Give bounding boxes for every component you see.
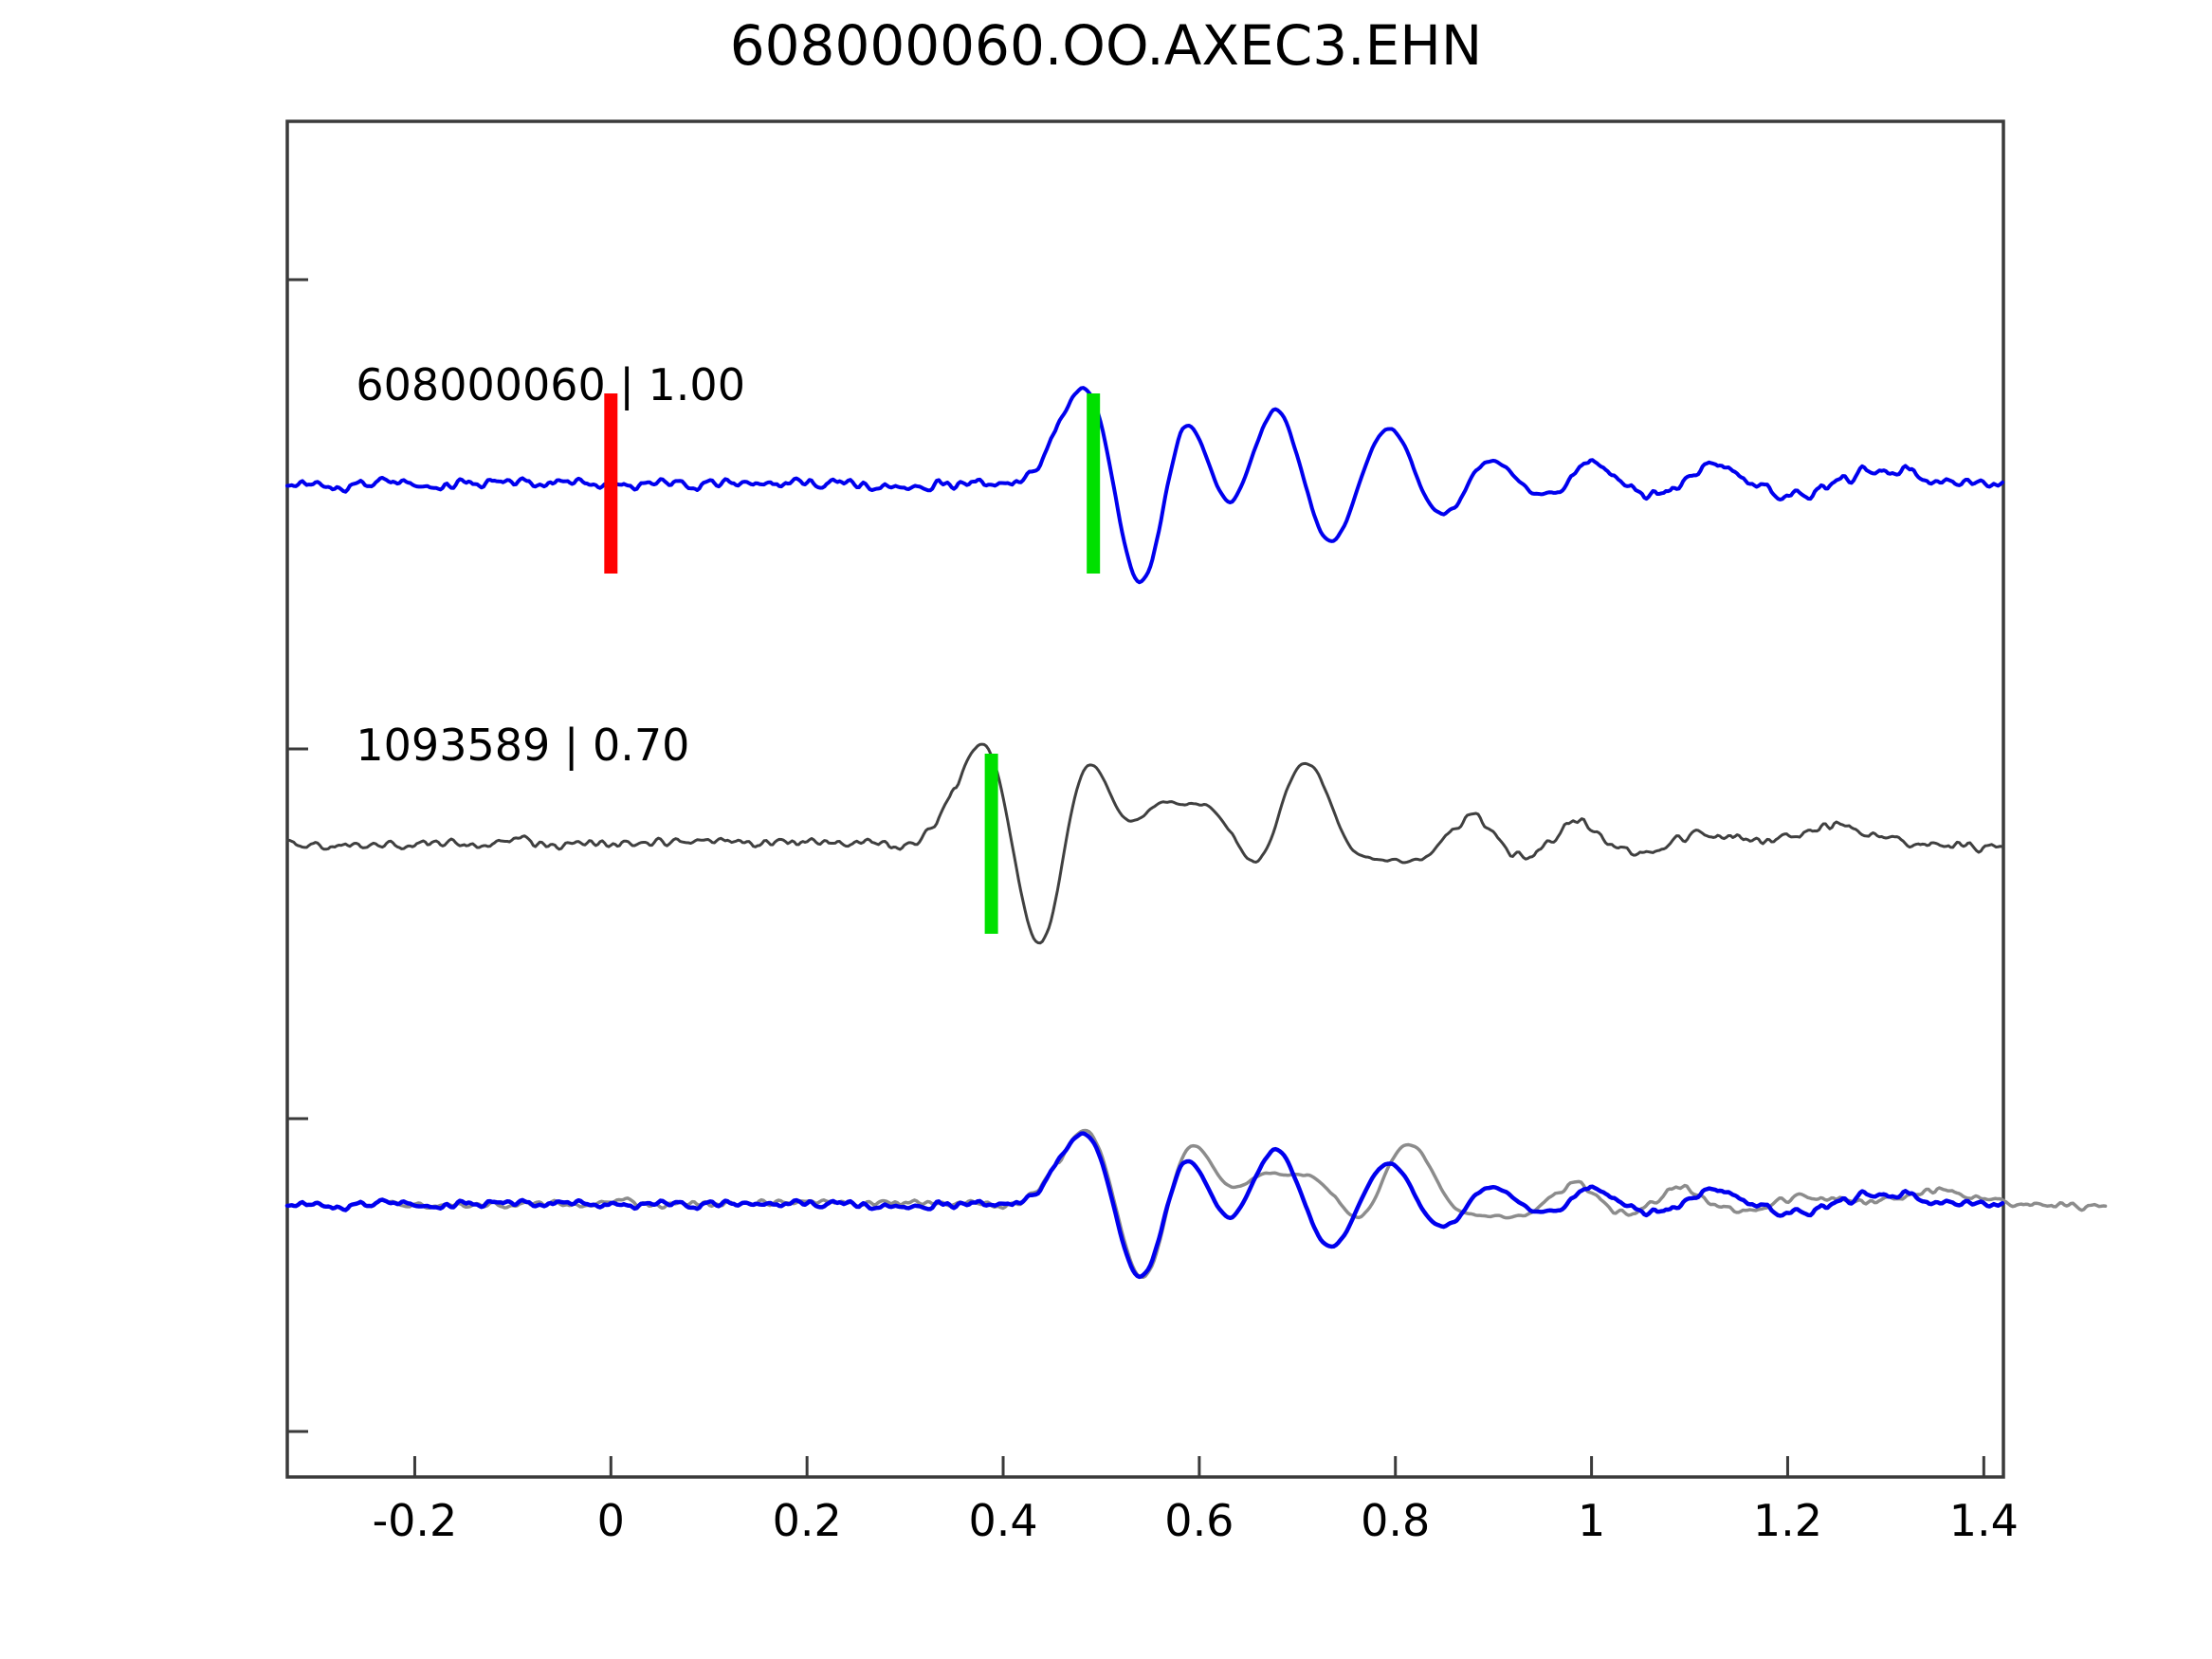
plot-frame (285, 119, 2005, 1479)
x-axis-ticks (287, 278, 1985, 1477)
detection-waveform (285, 742, 2004, 945)
template-waveform (285, 386, 2004, 585)
x-tick-label: 1 (1578, 1495, 1605, 1546)
trace-labels: 608000060 | 1.00 1093589 | 0.70 (356, 359, 745, 772)
overlay-template-waveform (284, 1131, 2005, 1280)
x-tick-label: 0.2 (773, 1495, 842, 1546)
x-tick-label: 1.2 (1753, 1495, 1822, 1546)
x-tick-label: 0 (597, 1495, 625, 1546)
marker-group (604, 393, 1101, 934)
trace-label-template: 608000060 | 1.00 (356, 359, 745, 411)
x-tick-label: -0.2 (373, 1495, 458, 1546)
trace-label-detection: 1093589 | 0.70 (356, 720, 689, 772)
x-tick-label: 0.6 (1164, 1495, 1234, 1546)
x-tick-label: 0.8 (1361, 1495, 1430, 1546)
x-tick-label: 1.4 (1949, 1495, 2019, 1546)
x-tick-label: 0.4 (968, 1495, 1037, 1546)
page-title: 608000060.OO.AXEC3.EHN (729, 13, 1483, 78)
waveform-group (284, 386, 2108, 1280)
x-axis-tick-labels: -0.2 0 0.2 0.4 0.6 0.8 1 1.2 1.4 (373, 1495, 2019, 1546)
